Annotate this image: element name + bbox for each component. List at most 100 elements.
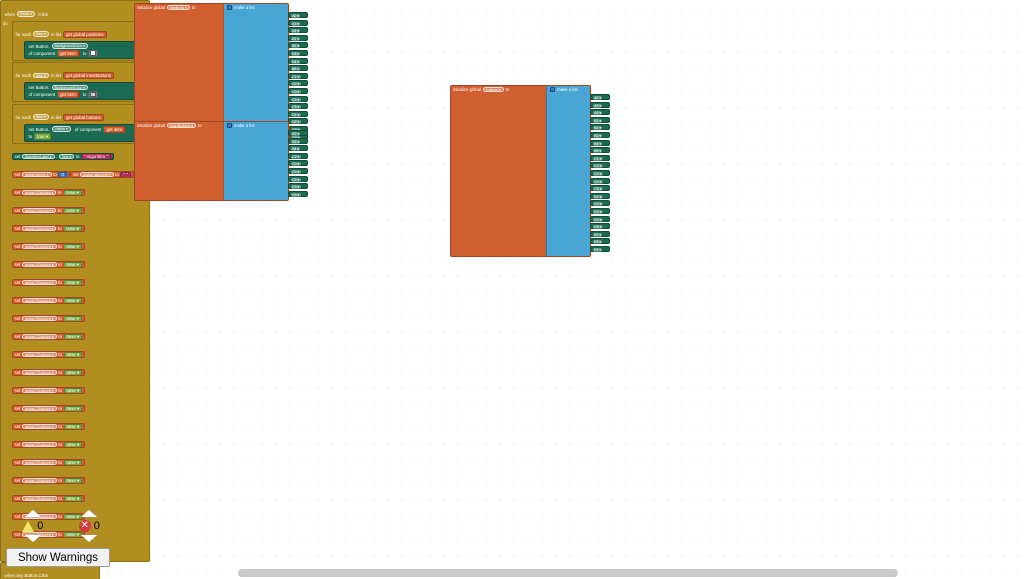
logic-value[interactable]: false ▾ [63,226,82,231]
text-value[interactable]: " Algorithm " [80,153,111,160]
block-initialize-global-innerButtons[interactable]: initialize global innerButtons ▾ to make a … [134,121,308,202]
set-global-row[interactable]: set global D2clicked ▾ to false ▾ [11,441,86,448]
set-property-of-component[interactable]: set Button. BackgroundColor ▾ of component… [23,40,146,59]
logic-value[interactable]: false ▾ [63,388,83,393]
set-global-row[interactable]: set global A2clicked ▾ to false ▾ [11,189,85,196]
text-value[interactable]: " " [120,172,131,177]
list-item[interactable]: B1 ▾ [288,34,308,41]
for-each-block[interactable]: for each item ▾ in list get global position… [11,20,148,61]
logic-value[interactable]: false ▾ [63,406,83,411]
set-global-row[interactable]: set global A3clicked ▾ to false ▾ [11,207,85,214]
list-item[interactable]: C4 ▾ [590,177,610,184]
set-property-of-component[interactable]: set Button. Visible ▾ of component get item… [23,123,146,142]
list-item[interactable]: C2 ▾ [288,152,308,159]
set-global-row[interactable]: set global B3clicked ▾ to false ▾ [11,279,86,286]
color-block[interactable] [88,49,99,57]
set-global-row[interactable]: set global C1clicked ▾ to false ▾ [11,333,86,340]
set-algorithmlabel-text[interactable]: set AlgorithmLabel ▾. Text ▾ to " Algorithm … [11,152,114,161]
list-item[interactable]: E2 ▾ [590,230,610,237]
list-item[interactable]: D2 ▾ [288,118,308,125]
list-item[interactable]: C2 ▾ [288,80,308,87]
list-item[interactable]: E4 ▾ [590,245,610,252]
list-item[interactable]: D3 ▾ [590,207,610,214]
caret-down-icon[interactable] [81,535,98,542]
logic-value[interactable]: false ▾ [63,352,83,357]
block-when-reset-click[interactable]: when Reset ▾ .Click do for each item ▾ in list… [0,0,1024,562]
caret-up-icon[interactable] [81,510,98,517]
list-item[interactable]: B2 ▾ [288,42,308,49]
logic-value[interactable]: false ▾ [63,460,83,465]
list-item[interactable]: B4 ▾ [590,139,610,146]
set-global-row[interactable]: set global B5clicked ▾ to false ▾ [11,315,86,322]
logic-value[interactable]: false ▾ [63,190,82,195]
error-indicator-group[interactable]: ✕ 0 [78,510,100,542]
set-global-row[interactable]: set global D1clicked ▾ to false ▾ [11,423,86,430]
mutator-icon[interactable] [227,5,232,10]
list-item[interactable]: D3 ▾ [288,183,308,190]
logic-value[interactable]: false ▾ [63,424,83,429]
list-item[interactable]: D1 ▾ [590,192,610,199]
mutator-icon[interactable] [550,87,555,92]
set-global-row[interactable]: set global B2clicked ▾ to false ▾ [11,261,86,268]
color-swatch[interactable] [90,92,97,97]
color-block[interactable] [88,91,99,98]
list-item[interactable]: B2 ▾ [590,124,610,131]
get-global-list[interactable]: get global buttons [62,113,104,121]
for-each-block[interactable]: for each item ▾ in list get global buttons s… [11,103,148,144]
get-item[interactable]: get item [103,125,126,133]
logic-value[interactable]: false ▾ [63,280,83,285]
logic-value[interactable]: false ▾ [63,244,83,249]
get-global-list[interactable]: get global positions [62,30,107,38]
color-swatch[interactable] [90,50,97,56]
set-global-row[interactable]: set global D5clicked ▾ to false ▾ [11,495,86,502]
logic-value[interactable]: false ▾ [63,208,82,213]
logic-value[interactable]: false ▾ [63,298,83,303]
block-initialize-global-positions[interactable]: initialize global positions ▾ to make a lis… [134,3,308,145]
list-item[interactable]: A4 ▾ [590,109,610,116]
list-item[interactable]: B4 ▾ [288,145,308,152]
set-global-row[interactable]: set global B4clicked ▾ to false ▾ [11,297,86,304]
list-item[interactable]: C3 ▾ [288,87,308,94]
list-item[interactable]: B5 ▾ [288,65,308,72]
list-item[interactable]: C2 ▾ [590,162,610,169]
list-item[interactable]: B4 ▾ [288,57,308,64]
list-item[interactable]: C1 ▾ [590,154,610,161]
horizontal-scrollbar-thumb[interactable] [238,569,898,577]
set-global-row[interactable]: set global B1clicked ▾ to false ▾ [11,243,86,250]
list-item[interactable]: A4 ▾ [288,27,308,34]
mutator-icon[interactable] [227,123,232,128]
block-initialize-global-buttons[interactable]: initialize global buttons ▾ to make a list A… [450,85,610,257]
list-item[interactable]: B5 ▾ [590,147,610,154]
get-item[interactable]: get item [57,91,79,98]
list-item[interactable]: D1 ▾ [288,110,308,117]
list-item[interactable]: B3 ▾ [590,131,610,138]
list-item[interactable]: D2 ▾ [288,175,308,182]
list-item[interactable]: A3 ▾ [288,19,308,26]
set-global-row[interactable]: set global C4clicked ▾ to false ▾ [11,387,86,394]
number-value[interactable]: 0 [58,172,67,177]
logic-value[interactable]: false ▾ [63,316,83,321]
list-item[interactable]: C1 ▾ [288,72,308,79]
set-global-row[interactable]: set global C3clicked ▾ to false ▾ [11,369,86,376]
set-global-row[interactable]: set global D3clicked ▾ to false ▾ [11,459,86,466]
set-global-row[interactable]: set global C5clicked ▾ to false ▾ [11,405,86,412]
warning-indicator-group[interactable]: 0 [22,510,43,542]
list-item[interactable]: D4 ▾ [288,190,308,197]
list-item[interactable]: B3 ▾ [288,49,308,56]
list-item[interactable]: D2 ▾ [590,200,610,207]
true-value[interactable]: true ▾ [34,132,52,140]
list-item[interactable]: E3 ▾ [590,238,610,245]
logic-value[interactable]: false ▾ [63,496,83,501]
list-item[interactable]: C3 ▾ [288,160,308,167]
list-item[interactable]: C3 ▾ [590,169,610,176]
event-header[interactable]: when any Button.Click [3,572,50,579]
logic-value[interactable]: false ▾ [63,370,83,375]
event-header[interactable]: when Reset ▾ .Click [3,11,50,18]
list-item[interactable]: C5 ▾ [590,185,610,192]
list-item[interactable]: B3 ▾ [288,137,308,144]
horizontal-scrollbar[interactable] [0,567,1024,579]
logic-value[interactable]: false ▾ [63,334,83,339]
set-global-row[interactable]: set global C2clicked ▾ to false ▾ [11,351,86,358]
set-global-row[interactable]: set global D4clicked ▾ to false ▾ [11,477,86,484]
